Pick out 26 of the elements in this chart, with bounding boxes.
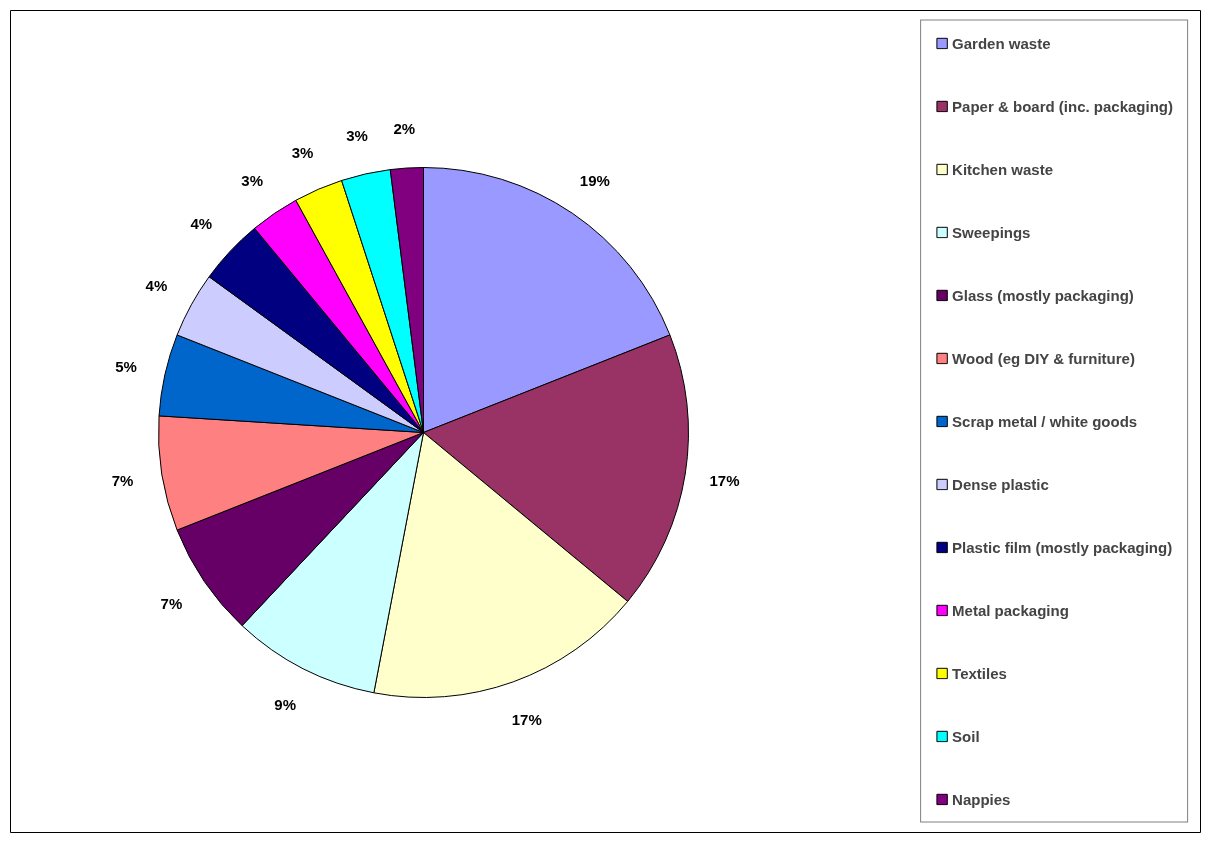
data-label: 3% [241, 171, 264, 189]
data-label: 7% [160, 595, 183, 613]
data-label: 9% [274, 695, 296, 713]
legend-label: Scrap metal / white goods [952, 412, 1138, 430]
data-label: 7% [111, 471, 134, 489]
data-label: 3% [346, 126, 368, 144]
data-label: 3% [291, 144, 314, 162]
legend-label: Nappies [952, 790, 1011, 808]
data-label: 19% [579, 171, 610, 189]
legend-label: Paper & board (inc. packaging) [952, 97, 1173, 115]
legend-label: Textiles [952, 664, 1007, 682]
data-label: 2% [393, 119, 416, 137]
legend-label: Dense plastic [952, 475, 1049, 493]
legend-label: Metal packaging [952, 601, 1069, 619]
data-label: 17% [511, 710, 542, 728]
legend-label: Wood (eg DIY & furniture) [952, 349, 1135, 367]
legend-label: Plastic film (mostly packaging) [952, 538, 1173, 556]
data-label: 4% [145, 277, 168, 295]
data-label: 17% [709, 471, 740, 489]
legend-label: Kitchen waste [952, 160, 1053, 178]
legend-label: Glass (mostly packaging) [952, 286, 1134, 304]
legend-label: Soil [952, 727, 980, 745]
data-label: 4% [190, 215, 213, 233]
data-label: 5% [115, 357, 137, 375]
legend-label: Sweepings [952, 223, 1031, 241]
legend-label: Garden waste [952, 34, 1051, 52]
